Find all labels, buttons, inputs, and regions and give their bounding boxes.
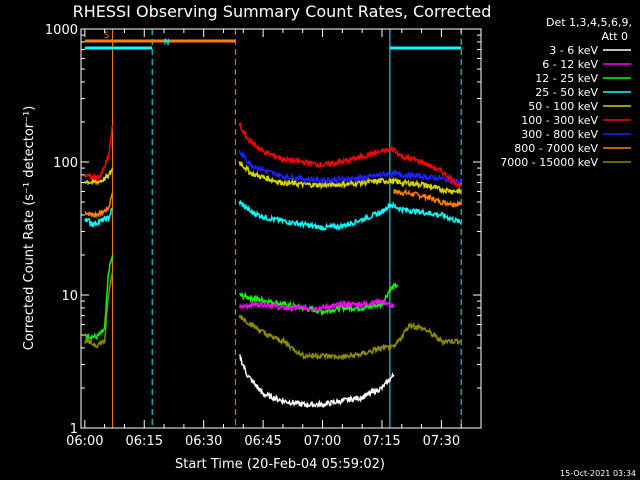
series-line	[238, 150, 462, 186]
footer-date: 15-Oct-2021 03:34	[560, 469, 636, 478]
legend-header-2: Att 0	[602, 30, 628, 43]
y-tick-label: 100	[53, 156, 78, 171]
legend-entry-label: 50 - 100 keV	[528, 100, 598, 113]
y-tick-label: 1	[70, 422, 78, 437]
x-tick-label: 06:15	[126, 434, 163, 449]
legend-entry-label: 12 - 25 keV	[535, 72, 598, 85]
x-tick-label: 06:00	[66, 434, 103, 449]
series-line	[238, 297, 395, 314]
series-line	[238, 121, 462, 190]
marker-label: S	[104, 31, 109, 41]
legend-entry-label: 800 - 7000 keV	[514, 142, 598, 155]
x-tick-label: 07:30	[423, 434, 460, 449]
series-line	[239, 354, 395, 409]
series-line	[84, 191, 114, 220]
x-tick-label: 06:45	[244, 434, 281, 449]
series-line	[238, 199, 462, 232]
y-axis: 1 10 100 1000	[45, 23, 481, 437]
legend-entry-label: 6 - 12 keV	[542, 58, 598, 71]
legend-entry-label: 300 - 800 keV	[521, 128, 598, 141]
legend-entry-label: 3 - 6 keV	[549, 44, 598, 57]
y-tick-label: 1000	[45, 23, 78, 38]
plot-area: SN	[84, 29, 462, 428]
series-line	[393, 188, 462, 209]
series-line	[84, 167, 114, 186]
x-axis: 06:00 06:15 06:30 06:45 07:00 07:15 07:30	[66, 29, 482, 449]
y-tick-label: 10	[61, 289, 78, 304]
series-line	[84, 207, 114, 228]
x-tick-label: 06:30	[185, 434, 222, 449]
x-tick-label: 07:00	[304, 434, 341, 449]
series-line	[84, 254, 114, 342]
chart-title: RHESSI Observing Summary Count Rates, Co…	[73, 2, 492, 21]
x-tick-label: 07:15	[363, 434, 400, 449]
legend-entry-label: 25 - 50 keV	[535, 86, 598, 99]
series-line	[238, 314, 462, 361]
marker-label: N	[164, 38, 169, 48]
legend-entry-label: 7000 - 15000 keV	[500, 156, 598, 169]
series-line	[238, 160, 462, 196]
series-line	[84, 124, 114, 182]
legend-entry-label: 100 - 300 keV	[521, 114, 598, 127]
plot-frame	[80, 28, 482, 429]
legend-header-1: Det 1,3,4,5,6,9,	[546, 16, 632, 29]
x-axis-label: Start Time (20-Feb-04 05:59:02)	[175, 457, 385, 472]
series-line	[84, 271, 114, 349]
y-axis-label: Corrected Count Rate (s⁻¹ detector⁻¹)	[22, 106, 37, 351]
